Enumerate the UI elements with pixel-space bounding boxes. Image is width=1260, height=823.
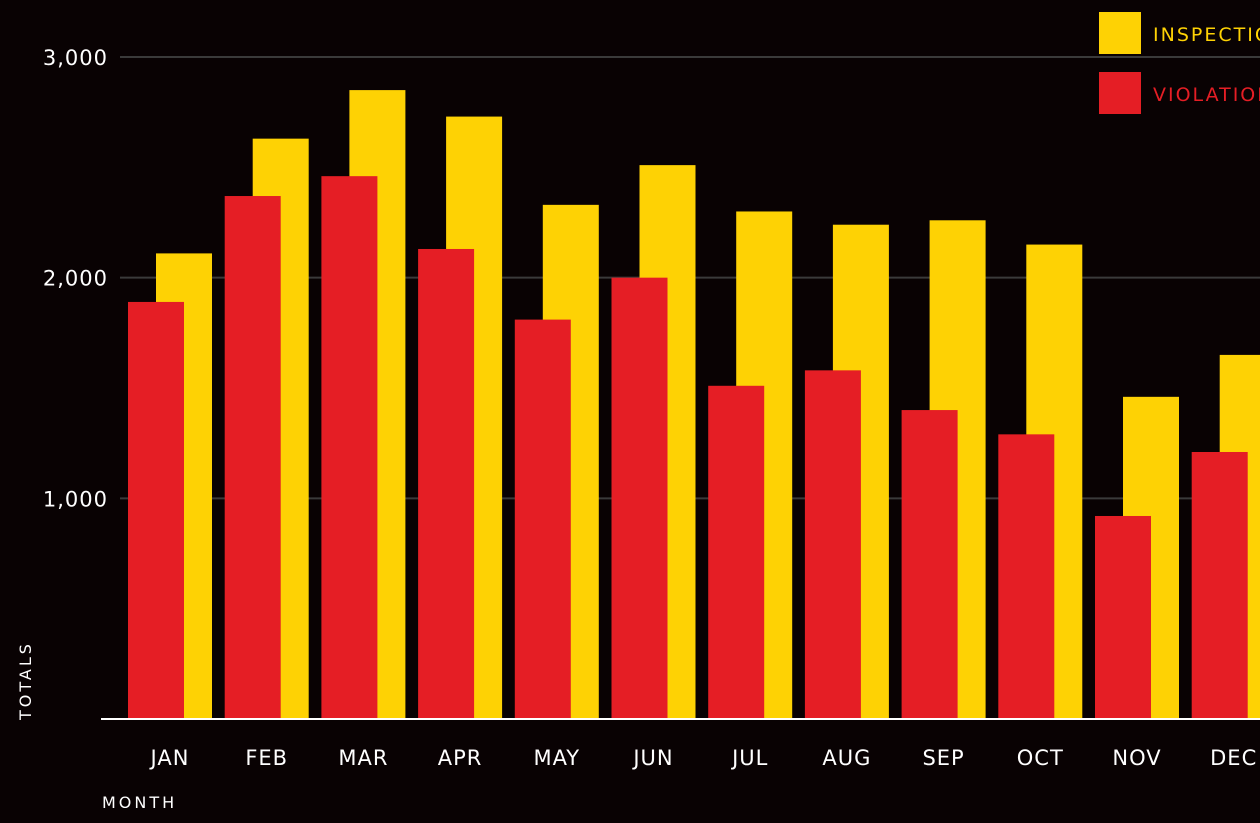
- bar-violations-may: [514, 319, 571, 719]
- bar-violations-nov: [1095, 515, 1151, 719]
- x-axis-title: MONTH: [102, 793, 177, 812]
- bar-violations-jun: [611, 277, 668, 719]
- bars: [128, 90, 1260, 720]
- x-tick-label: FEB: [245, 746, 288, 770]
- x-tick-label: JUN: [631, 746, 673, 770]
- x-tick-label: SEP: [922, 746, 964, 770]
- x-tick-label: JUL: [730, 746, 768, 770]
- y-tick-label: 1,000: [43, 487, 108, 511]
- y-tick-label: 2,000: [43, 267, 108, 291]
- bar-violations-aug: [804, 370, 861, 719]
- x-tick-label: MAR: [338, 746, 388, 770]
- legend-label-inspections: INSPECTIONS: [1153, 24, 1260, 46]
- x-tick-label: DEC: [1210, 746, 1257, 770]
- x-tick-label: APR: [438, 746, 483, 770]
- x-tick-label: MAY: [533, 746, 580, 770]
- x-axis-tick-labels: JAN FEB MAR APR MAY JUN JUL AUG SEP OCT NOV DEC: [149, 746, 1257, 770]
- bar-violations-jul: [708, 385, 765, 719]
- x-tick-label: AUG: [822, 746, 871, 770]
- legend: INSPECTIONS VIOLATIONS: [1099, 12, 1260, 114]
- bar-violations-feb: [224, 196, 281, 719]
- legend-label-violations: VIOLATIONS: [1153, 84, 1260, 106]
- bar-violations-apr: [418, 248, 475, 720]
- y-tick-label: 3,000: [43, 46, 108, 70]
- bar-violations-mar: [321, 176, 378, 719]
- bar-violations-oct: [998, 434, 1055, 719]
- bar-violations-sep: [901, 410, 958, 719]
- y-axis-title: TOTALS: [16, 641, 35, 721]
- bar-violations-jan: [128, 301, 184, 719]
- legend-swatch-inspections: [1099, 12, 1141, 54]
- legend-swatch-violations: [1099, 72, 1141, 114]
- x-tick-label: JAN: [149, 746, 190, 770]
- bar-violations-dec: [1191, 451, 1248, 719]
- y-axis-tick-labels: 1,000 2,000 3,000: [43, 46, 108, 511]
- x-tick-label: OCT: [1017, 746, 1064, 770]
- x-tick-label: NOV: [1112, 746, 1161, 770]
